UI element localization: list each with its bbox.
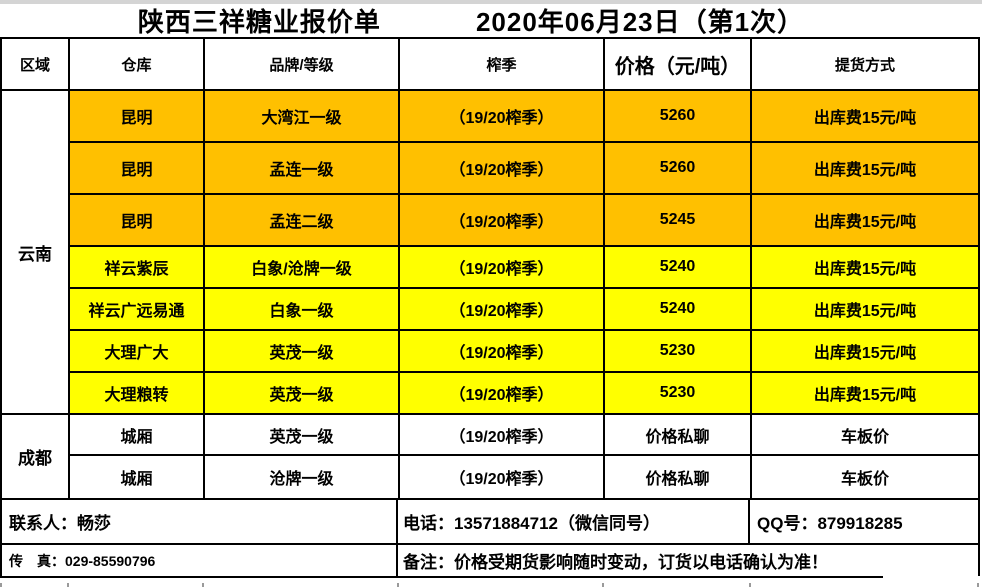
note-cell: 备注：价格受期货影响随时变动，订货以电话确认为准！: [403, 553, 828, 572]
grid-tick: [0, 583, 2, 587]
cell-price: 5230: [605, 331, 752, 371]
grid-tick: [749, 583, 751, 587]
grid-tick: [977, 583, 979, 587]
contact-cell: 联系人：畅莎: [2, 500, 398, 543]
header-season: 榨季: [400, 39, 605, 89]
grid-ticks-strip: [0, 578, 982, 587]
cell-brand-grade: 白象一级: [205, 289, 400, 329]
header-region: 区域: [2, 39, 70, 91]
cell-brand-grade: 英茂一级: [205, 331, 400, 371]
top-divider-strip: [0, 0, 982, 4]
table-row: 城厢 沧牌一级 （19/20榨季） 价格私聊 车板价: [70, 456, 978, 500]
table-row: 城厢 英茂一级 （19/20榨季） 价格私聊 车板价: [70, 415, 978, 456]
cell-warehouse: 祥云紫辰: [70, 247, 205, 287]
table-body: 仓库 品牌/等级 榨季 价格（元/吨） 提货方式 昆明 大湾江一级 （19/20…: [70, 39, 978, 500]
table-row: 昆明 孟连二级 （19/20榨季） 5245 出库费15元/吨: [70, 195, 978, 247]
cell-brand-grade: 孟连二级: [205, 195, 400, 245]
cell-delivery: 出库费15元/吨: [813, 345, 917, 362]
company-title: 陕西三祥糖业报价单: [137, 7, 381, 37]
header-price: 价格（元/吨）: [605, 39, 752, 89]
cell-price: 5240: [605, 247, 752, 287]
cell-delivery: 出库费15元/吨: [813, 162, 917, 179]
region-cell-chengdu: 成都: [2, 415, 70, 500]
cell-price: 5245: [605, 195, 752, 245]
cell-season: （19/20榨季）: [400, 195, 605, 245]
cell-delivery: 车板价: [840, 471, 889, 488]
region-cell-yunnan: 云南: [2, 91, 70, 415]
qq-cell: QQ号：879918285: [757, 514, 903, 533]
title-bar: 陕西三祥糖业报价单 2020年06月23日（第1次）: [0, 4, 982, 37]
cell-price: 5260: [605, 91, 752, 141]
cell-season: （19/20榨季）: [400, 143, 605, 193]
table-header-row: 仓库 品牌/等级 榨季 价格（元/吨） 提货方式: [70, 39, 978, 91]
phone-cell: 电话：13571884712（微信同号）: [398, 500, 750, 543]
footer-contact-row: 联系人：畅莎 电话：13571884712（微信同号） QQ号：87991828…: [2, 500, 978, 545]
cell-delivery: 出库费15元/吨: [813, 214, 917, 231]
bottom-border-line: [0, 576, 883, 578]
cell-season: （19/20榨季）: [400, 456, 605, 498]
table-row: 祥云紫辰 白象/沧牌一级 （19/20榨季） 5240 出库费15元/吨: [70, 247, 978, 289]
report-date: 2020年06月23日（第1次）: [475, 7, 805, 37]
header-brand-grade: 品牌/等级: [205, 39, 400, 89]
quotation-table: 区域 云南 成都 仓库 品牌/等级 榨季 价格（元/吨） 提货方式 昆明 大湾江…: [0, 37, 980, 576]
cell-brand-grade: 沧牌一级: [205, 456, 400, 498]
cell-delivery: 出库费15元/吨: [813, 110, 917, 127]
cell-brand-grade: 孟连一级: [205, 143, 400, 193]
cell-brand-grade: 英茂一级: [205, 373, 400, 413]
grid-tick: [397, 583, 399, 587]
cell-price: 价格私聊: [605, 456, 752, 498]
cell-delivery: 出库费15元/吨: [813, 261, 917, 278]
table-row: 祥云广远易通 白象一级 （19/20榨季） 5240 出库费15元/吨: [70, 289, 978, 331]
cell-season: （19/20榨季）: [400, 247, 605, 287]
cell-warehouse: 昆明: [70, 91, 205, 141]
cell-price: 5240: [605, 289, 752, 329]
table-row: 昆明 孟连一级 （19/20榨季） 5260 出库费15元/吨: [70, 143, 978, 195]
cell-brand-grade: 大湾江一级: [205, 91, 400, 141]
cell-delivery: 出库费15元/吨: [813, 303, 917, 320]
cell-season: （19/20榨季）: [400, 91, 605, 141]
grid-tick: [602, 583, 604, 587]
grid-tick: [202, 583, 204, 587]
cell-warehouse: 祥云广远易通: [70, 289, 205, 329]
cell-delivery: 车板价: [840, 428, 889, 446]
cell-warehouse: 大理广大: [70, 331, 205, 371]
cell-delivery: 出库费15元/吨: [813, 387, 917, 404]
cell-warehouse: 昆明: [70, 195, 205, 245]
cell-season: （19/20榨季）: [400, 289, 605, 329]
region-column: 区域 云南 成都: [2, 39, 70, 500]
table-row: 大理粮转 英茂一级 （19/20榨季） 5230 出库费15元/吨: [70, 373, 978, 415]
table-row: 大理广大 英茂一级 （19/20榨季） 5230 出库费15元/吨: [70, 331, 978, 373]
cell-season: （19/20榨季）: [400, 415, 605, 454]
cell-brand-grade: 白象/沧牌一级: [205, 247, 400, 287]
table-row: 昆明 大湾江一级 （19/20榨季） 5260 出库费15元/吨: [70, 91, 978, 143]
cell-brand-grade: 英茂一级: [205, 415, 400, 454]
header-delivery: 提货方式: [834, 56, 895, 74]
cell-price: 5230: [605, 373, 752, 413]
cell-season: （19/20榨季）: [400, 373, 605, 413]
footer-note-row: 传 真：029-85590796 备注：价格受期货影响随时变动，订货以电话确认为…: [2, 545, 978, 576]
header-warehouse: 仓库: [70, 39, 205, 89]
cell-season: （19/20榨季）: [400, 331, 605, 371]
grid-tick: [67, 583, 69, 587]
cell-warehouse: 大理粮转: [70, 373, 205, 413]
cell-price: 5260: [605, 143, 752, 193]
cell-price: 价格私聊: [605, 415, 752, 454]
cell-warehouse: 城厢: [70, 415, 205, 454]
cell-warehouse: 城厢: [70, 456, 205, 498]
fax-cell: 传 真：029-85590796: [2, 545, 398, 576]
cell-warehouse: 昆明: [70, 143, 205, 193]
